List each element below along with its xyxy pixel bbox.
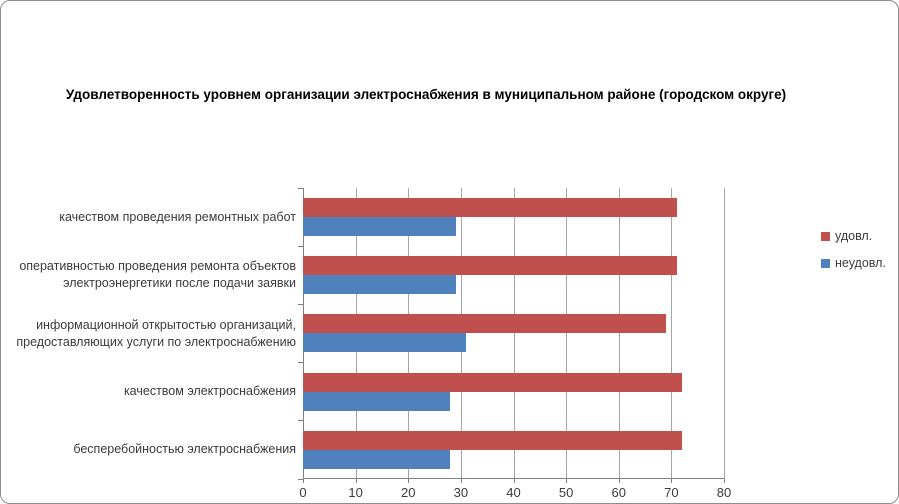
- bar-group: [303, 363, 724, 421]
- category-axis-tick: [298, 420, 303, 422]
- chart-title: Удовлетворенность уровнем организации эл…: [65, 87, 787, 102]
- value-axis-tick: [618, 479, 620, 483]
- bar-unsatisfied: [303, 333, 467, 353]
- value-axis-tick: [460, 479, 462, 483]
- bar-satisfied: [303, 372, 682, 392]
- x-tick-label: 10: [348, 485, 363, 500]
- category-axis-tick: [298, 479, 303, 480]
- value-axis-tick: [408, 479, 410, 483]
- gridline: [566, 188, 568, 479]
- x-tick-label: 50: [558, 485, 574, 500]
- bar-satisfied: [303, 256, 677, 276]
- value-axis-tick: [724, 479, 725, 483]
- legend-swatch: [821, 258, 830, 268]
- x-tick-label: 40: [506, 485, 521, 500]
- category-label: качеством проведения ремонтных работ: [59, 210, 296, 224]
- bar-satisfied: [303, 430, 682, 450]
- bar-group: [303, 304, 724, 362]
- plot-area: [298, 187, 725, 483]
- x-tick-label: 30: [453, 485, 469, 500]
- value-axis-tick: [303, 479, 304, 483]
- category-label: бесперебойностью электроснабжения: [73, 442, 296, 456]
- category-axis-tick: [298, 303, 303, 305]
- gridline: [618, 188, 620, 479]
- bar-unsatisfied: [303, 449, 451, 469]
- gridline: [724, 188, 725, 479]
- legend-swatch: [821, 231, 830, 241]
- x-tick-label: 60: [611, 485, 626, 500]
- value-axis-tick: [566, 479, 568, 483]
- bar-satisfied: [303, 314, 667, 334]
- legend-item-satisfied: удовл.: [821, 229, 886, 243]
- category-label: информационной открытостью организаций, …: [16, 318, 296, 349]
- x-tick-label: 20: [401, 485, 416, 500]
- value-axis-tick: [671, 479, 673, 483]
- legend-label: удовл.: [835, 229, 873, 243]
- x-tick-label: 70: [664, 485, 679, 500]
- category-axis-tick: [298, 187, 303, 189]
- category-label: качеством электроснабжения: [123, 384, 296, 398]
- bar-unsatisfied: [303, 391, 451, 411]
- bar-group: [303, 421, 724, 479]
- x-tick-label: 80: [716, 485, 732, 500]
- value-axis-tick: [513, 479, 515, 483]
- x-tick-label: 0: [299, 485, 307, 500]
- category-axis-tick: [298, 362, 303, 364]
- bar-unsatisfied: [303, 217, 456, 237]
- legend-item-unsatisfied: неудовл.: [821, 256, 886, 270]
- bar-satisfied: [303, 198, 677, 218]
- bar-group: [303, 246, 724, 304]
- bar-group: [303, 188, 724, 246]
- value-axis-line: [303, 478, 724, 479]
- legend-label: неудовл.: [835, 256, 886, 270]
- legend: удовл. неудовл.: [821, 229, 886, 283]
- gridline: [513, 188, 515, 479]
- bar-unsatisfied: [303, 275, 456, 295]
- category-label: оперативностью проведения ремонта объект…: [19, 259, 296, 290]
- gridline: [671, 188, 673, 479]
- value-axis-tick: [355, 479, 357, 483]
- category-axis-tick: [298, 245, 303, 247]
